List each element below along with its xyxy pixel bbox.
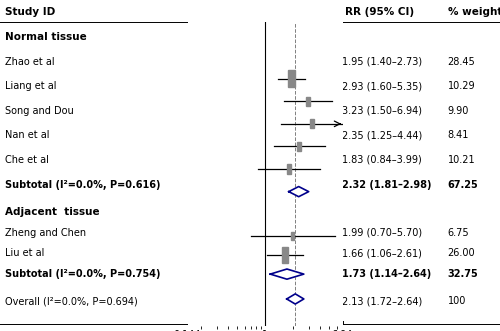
Polygon shape: [270, 269, 304, 279]
Text: Subtotal (I²=0.0%, P=0.754): Subtotal (I²=0.0%, P=0.754): [5, 269, 160, 279]
Text: Nan et al: Nan et al: [5, 130, 50, 140]
Text: Normal tissue: Normal tissue: [5, 32, 87, 42]
Text: Liang et al: Liang et al: [5, 81, 57, 91]
Text: 2.35 (1.25–4.44): 2.35 (1.25–4.44): [342, 130, 423, 140]
Text: 32: 32: [194, 122, 203, 131]
Text: 100: 100: [448, 297, 466, 307]
Text: Liu et al: Liu et al: [5, 249, 44, 259]
Text: 2.32 (1.81–2.98): 2.32 (1.81–2.98): [342, 180, 432, 190]
Text: 35: 35: [215, 48, 225, 57]
Text: 26.00: 26.00: [448, 249, 475, 259]
FancyBboxPatch shape: [298, 142, 301, 151]
Text: 1.66 (1.06–2.61): 1.66 (1.06–2.61): [342, 249, 422, 259]
Text: 67.25: 67.25: [448, 180, 478, 190]
Text: 32.75: 32.75: [448, 269, 478, 279]
Text: % weight: % weight: [448, 7, 500, 17]
Text: 1.73 (1.14–2.64): 1.73 (1.14–2.64): [342, 269, 432, 279]
Text: Subtotal (I²=0.0%, P=0.616): Subtotal (I²=0.0%, P=0.616): [5, 180, 160, 190]
Text: Zhao et al: Zhao et al: [5, 57, 54, 67]
FancyBboxPatch shape: [288, 71, 295, 87]
Text: 27: 27: [194, 240, 203, 249]
Text: 1.95 (1.40–2.73): 1.95 (1.40–2.73): [342, 57, 422, 67]
Text: 1.99 (0.70–5.70): 1.99 (0.70–5.70): [342, 227, 422, 238]
Text: 25: 25: [194, 147, 203, 156]
Polygon shape: [288, 187, 308, 197]
Text: 28.45: 28.45: [448, 57, 475, 67]
Text: 9.90: 9.90: [448, 106, 469, 116]
Text: Study ID: Study ID: [5, 7, 55, 17]
Polygon shape: [286, 294, 304, 304]
FancyBboxPatch shape: [291, 232, 294, 240]
FancyBboxPatch shape: [310, 119, 314, 128]
Text: 29: 29: [236, 73, 246, 82]
Text: Adjacent  tissue: Adjacent tissue: [5, 207, 100, 217]
Text: 10.21: 10.21: [448, 155, 475, 165]
Text: RR (95% CI): RR (95% CI): [345, 7, 414, 17]
FancyBboxPatch shape: [287, 165, 291, 173]
Text: Zheng and Chen: Zheng and Chen: [5, 227, 86, 238]
Text: Overall (I²=0.0%, P=0.694): Overall (I²=0.0%, P=0.694): [5, 297, 138, 307]
Text: 2.93 (1.60–5.35): 2.93 (1.60–5.35): [342, 81, 422, 91]
Text: 2.13 (1.72–2.64): 2.13 (1.72–2.64): [342, 297, 423, 307]
Text: 8.41: 8.41: [448, 130, 469, 140]
Text: 6.94: 6.94: [332, 330, 353, 331]
Text: 10.29: 10.29: [448, 81, 475, 91]
Text: 1: 1: [262, 330, 268, 331]
Text: 3.23 (1.50–6.94): 3.23 (1.50–6.94): [342, 106, 422, 116]
Text: 30: 30: [299, 219, 309, 228]
Text: 6.75: 6.75: [448, 227, 469, 238]
Text: Song and Dou: Song and Dou: [5, 106, 74, 116]
Text: Che et al: Che et al: [5, 155, 49, 165]
FancyBboxPatch shape: [306, 97, 310, 106]
Text: 1.83 (0.84–3.99): 1.83 (0.84–3.99): [342, 155, 422, 165]
Text: 31: 31: [257, 97, 266, 106]
Text: 0.144: 0.144: [174, 330, 201, 331]
FancyBboxPatch shape: [282, 247, 288, 263]
